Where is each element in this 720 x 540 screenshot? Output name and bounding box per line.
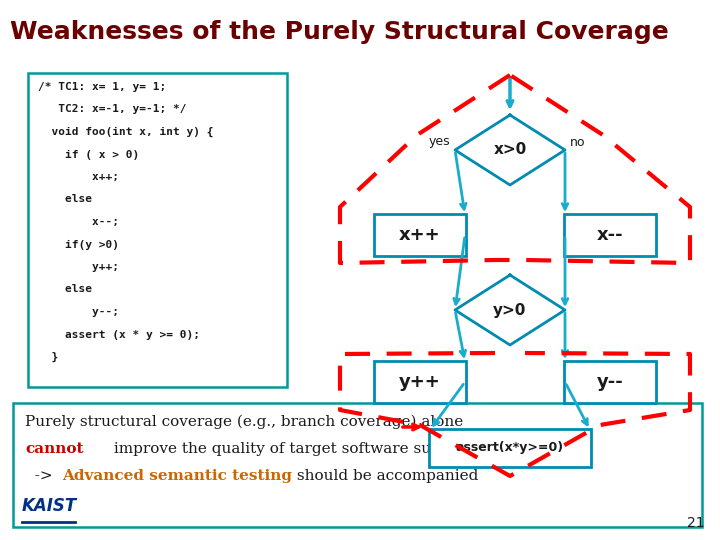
Text: TC2: x=-1, y=-1; */: TC2: x=-1, y=-1; */: [38, 105, 186, 114]
Text: Advanced semantic testing: Advanced semantic testing: [62, 469, 292, 483]
FancyBboxPatch shape: [374, 361, 466, 403]
FancyBboxPatch shape: [374, 214, 466, 256]
Text: yes: yes: [428, 136, 450, 148]
Text: y++;: y++;: [38, 262, 119, 272]
Text: should be accompanied: should be accompanied: [292, 469, 478, 483]
Text: KAIST: KAIST: [22, 497, 77, 515]
Text: ->: ->: [25, 469, 58, 483]
Text: y++: y++: [399, 373, 441, 391]
Polygon shape: [455, 115, 565, 185]
Text: if(y >0): if(y >0): [38, 240, 119, 249]
FancyBboxPatch shape: [429, 429, 591, 467]
Text: 21: 21: [688, 516, 705, 530]
Text: x>0: x>0: [493, 143, 526, 158]
Text: y>0: y>0: [493, 302, 527, 318]
Polygon shape: [455, 275, 565, 345]
Text: Purely structural coverage (e.g., branch coverage) alone: Purely structural coverage (e.g., branch…: [25, 415, 463, 429]
Text: void foo(int x, int y) {: void foo(int x, int y) {: [38, 127, 214, 137]
FancyBboxPatch shape: [28, 73, 287, 387]
Text: x++;: x++;: [38, 172, 119, 182]
Text: }: }: [38, 352, 58, 362]
Text: assert (x * y >= 0);: assert (x * y >= 0);: [38, 329, 200, 340]
FancyBboxPatch shape: [564, 361, 656, 403]
Text: x--: x--: [597, 226, 624, 244]
Text: else: else: [38, 194, 92, 205]
Text: no: no: [570, 136, 585, 148]
Text: improve the quality of target software sufficiently: improve the quality of target software s…: [109, 442, 499, 456]
Text: x--;: x--;: [38, 217, 119, 227]
Text: else: else: [38, 285, 92, 294]
Text: y--;: y--;: [38, 307, 119, 317]
Text: if ( x > 0): if ( x > 0): [38, 150, 139, 159]
Text: Weaknesses of the Purely Structural Coverage: Weaknesses of the Purely Structural Cove…: [10, 20, 669, 44]
Text: y--: y--: [597, 373, 624, 391]
FancyBboxPatch shape: [13, 403, 702, 527]
Text: assert(x*y>=0): assert(x*y>=0): [456, 442, 564, 455]
FancyBboxPatch shape: [564, 214, 656, 256]
Text: /* TC1: x= 1, y= 1;: /* TC1: x= 1, y= 1;: [38, 82, 166, 92]
Text: x++: x++: [399, 226, 441, 244]
Text: cannot: cannot: [25, 442, 84, 456]
